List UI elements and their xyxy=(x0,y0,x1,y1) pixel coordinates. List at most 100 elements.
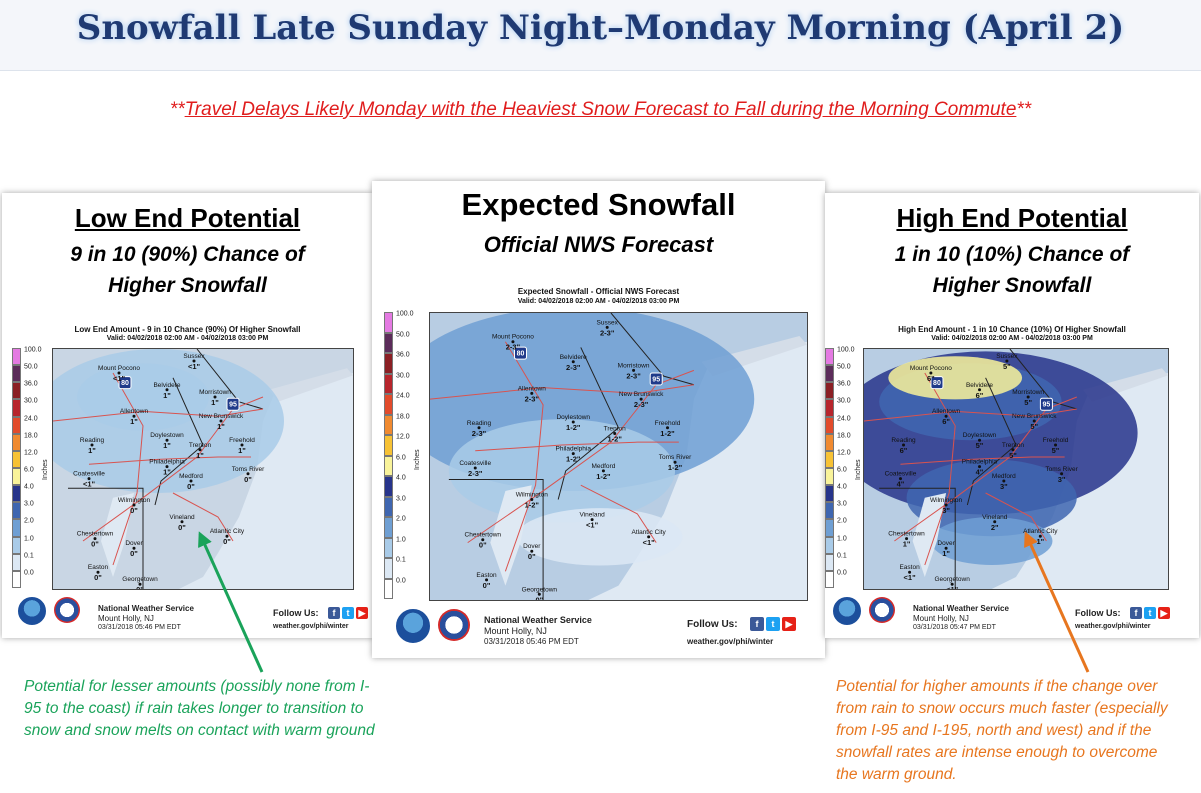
legend-label: 0.0 xyxy=(837,569,847,577)
map-title: Low End Amount - 9 in 10 Chance (90%) Of… xyxy=(74,325,301,334)
low-end-panel: Low End Potential 9 in 10 (90%) Chance o… xyxy=(2,193,373,638)
legend-label: 12.0 xyxy=(396,433,410,441)
snowfall-amount: 1" xyxy=(196,451,204,460)
city-label: Sussex xyxy=(183,353,205,360)
city-label: Wilmington xyxy=(118,497,151,504)
twitter-icon[interactable]: t xyxy=(1144,607,1156,619)
legend-swatch xyxy=(12,433,21,451)
snowfall-amount: 2-3" xyxy=(600,328,615,337)
snowfall-amount: 1" xyxy=(903,540,911,549)
road-line xyxy=(864,408,1077,422)
city-label: Coatesville xyxy=(885,471,917,478)
nws-office: Mount Holly, NJ xyxy=(484,626,547,636)
legend-label: 50.0 xyxy=(24,363,38,371)
legend-label: 24.0 xyxy=(837,415,851,423)
snowfall-amount: 3" xyxy=(1058,475,1066,484)
city-label: New Brunswick xyxy=(1012,413,1057,420)
map-footer: National Weather Service Mount Holly, NJ… xyxy=(372,605,825,653)
legend-swatch xyxy=(825,399,834,417)
city-label: Medford xyxy=(591,463,615,470)
road-line xyxy=(924,372,956,566)
snowfall-amount: 2-3" xyxy=(506,343,521,352)
follow-us-label: Follow Us: xyxy=(273,608,319,618)
city-label: Georgetown xyxy=(522,586,558,593)
legend-label: 30.0 xyxy=(396,372,410,379)
panel-subheading-line1: 9 in 10 (90%) Chance of xyxy=(70,243,305,266)
road-line xyxy=(172,492,234,542)
road-line xyxy=(504,341,544,572)
snowfall-amount: 4" xyxy=(897,480,905,489)
city-dot xyxy=(189,479,193,483)
legend-swatch xyxy=(384,332,393,353)
snowfall-amount: 1" xyxy=(238,446,246,455)
city-dot xyxy=(530,549,534,553)
state-boundary xyxy=(966,377,1017,506)
issued-time: 03/31/2018 05:47 PM EDT xyxy=(913,624,996,631)
city-label: Sussex xyxy=(597,319,619,326)
road-line xyxy=(430,384,694,400)
interstate-shield xyxy=(649,372,663,386)
legend-swatch xyxy=(825,416,834,434)
panel-heading: Expected Snowfall xyxy=(461,187,736,222)
city-dot xyxy=(950,582,954,586)
city-label: Allentown xyxy=(120,408,149,415)
city-dot xyxy=(537,592,541,596)
winter-link[interactable]: weather.gov/phi/winter xyxy=(1075,623,1151,630)
page-title: Snowfall Late Sunday Night–Monday Mornin… xyxy=(76,8,1125,48)
city-label: Reading xyxy=(80,437,105,444)
city-label: Coatesville xyxy=(459,460,491,467)
facebook-icon[interactable]: f xyxy=(1130,607,1142,619)
legend-label: 1.0 xyxy=(396,536,406,543)
winter-link[interactable]: weather.gov/phi/winter xyxy=(273,623,349,630)
noaa-logo-icon xyxy=(396,609,430,643)
legend-swatch xyxy=(384,373,393,394)
snowfall-amount: <1" xyxy=(188,362,201,371)
legend-swatch xyxy=(12,416,21,434)
facebook-icon[interactable]: f xyxy=(328,607,340,619)
city-dot xyxy=(944,546,948,550)
legend-label: 12.0 xyxy=(24,449,38,457)
snowfall-amount: 2-3" xyxy=(566,363,581,372)
city-dot xyxy=(590,518,594,522)
city-dot xyxy=(132,546,136,550)
city-dot xyxy=(485,578,489,582)
snowfall-amount: 5" xyxy=(1009,451,1017,460)
snowfall-zone xyxy=(888,356,1023,400)
city-dot xyxy=(666,426,670,430)
city-label: Coatesville xyxy=(73,471,105,478)
city-dot xyxy=(571,452,575,456)
snowfall-amount: 0" xyxy=(483,581,491,590)
snowfall-map: 80 95 Mount Pocono 6" Sussex 5" Belvidere 6" Mor… xyxy=(863,348,1169,590)
snowfall-amount: 0" xyxy=(94,573,102,582)
city-label: Philadelphia xyxy=(149,459,185,466)
legend-label: 3.0 xyxy=(396,495,406,502)
legend-swatch xyxy=(12,485,21,503)
state-boundary xyxy=(879,487,956,589)
interstate-label: 95 xyxy=(1043,402,1051,409)
city-dot xyxy=(481,538,485,542)
youtube-icon[interactable]: ▶ xyxy=(782,617,796,631)
city-dot xyxy=(213,395,217,399)
legend-unit: Inches xyxy=(42,459,49,480)
city-label: Morristown xyxy=(618,362,650,369)
interstate-label: 95 xyxy=(652,377,660,384)
issued-time: 03/31/2018 05:46 PM EDT xyxy=(98,624,181,631)
youtube-icon[interactable]: ▶ xyxy=(356,607,368,619)
legend-swatch xyxy=(12,570,21,588)
snowfall-amount: 2-3" xyxy=(626,371,641,380)
twitter-icon[interactable]: t xyxy=(342,607,354,619)
facebook-icon[interactable]: f xyxy=(750,617,764,631)
snowfall-amount: 0" xyxy=(178,523,186,532)
legend-swatch xyxy=(825,485,834,503)
snowfall-amount: 0" xyxy=(244,475,252,484)
city-dot xyxy=(898,477,902,481)
state-boundary xyxy=(557,347,620,500)
legend-label: 3.0 xyxy=(24,500,34,508)
youtube-icon[interactable]: ▶ xyxy=(1158,607,1170,619)
twitter-icon[interactable]: t xyxy=(766,617,780,631)
winter-link[interactable]: weather.gov/phi/winter xyxy=(687,637,774,646)
city-label: Doylestown xyxy=(150,432,184,439)
snowfall-amount: 1-2" xyxy=(660,429,675,438)
legend-swatch xyxy=(825,433,834,451)
legend-swatch xyxy=(12,399,21,417)
